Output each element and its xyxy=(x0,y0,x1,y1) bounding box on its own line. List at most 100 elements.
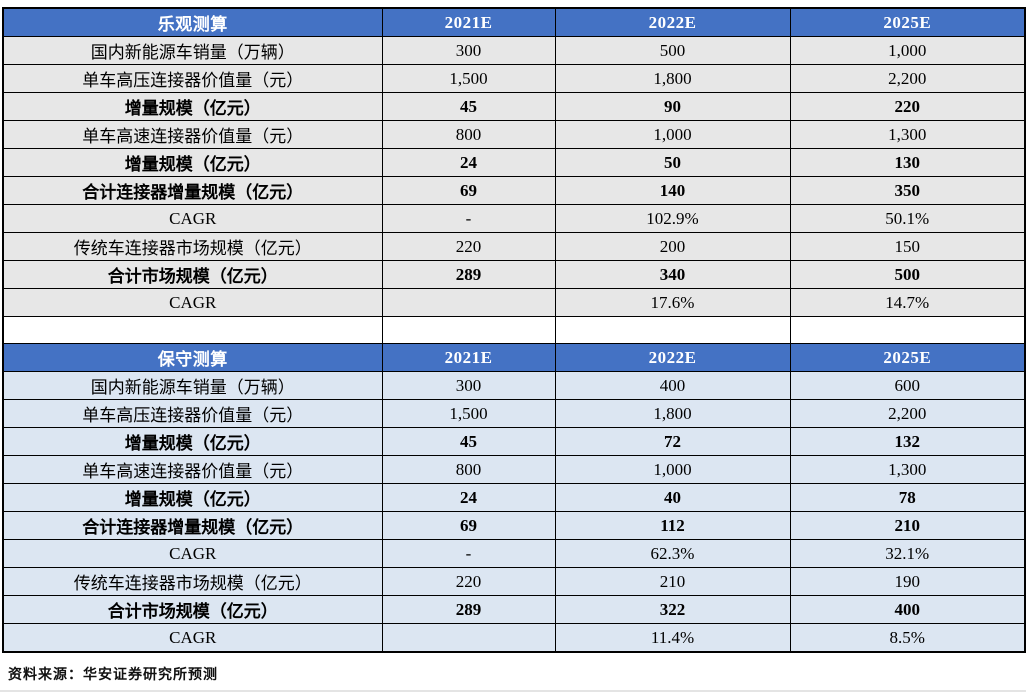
cell-value: 340 xyxy=(554,260,791,289)
row-label: 传统车连接器市场规模（亿元） xyxy=(2,232,383,261)
cell-value: - xyxy=(381,204,556,233)
table-row: 单车高压连接器价值量（元） 1,500 1,800 2,200 xyxy=(2,64,1026,93)
table-header-row: 保守测算 2021E 2022E 2025E xyxy=(2,343,1026,372)
table-row: CAGR -102.9% 50.1% xyxy=(2,204,1026,233)
row-label: 增量规模（亿元） xyxy=(2,427,383,456)
row-label: 增量规模（亿元） xyxy=(2,92,383,121)
cell-value: 1,000 xyxy=(554,455,791,484)
cell-value: 289 xyxy=(381,595,556,624)
cell-value: 72 xyxy=(554,427,791,456)
column-header: 2022E xyxy=(554,7,791,37)
cell-value: 1,300 xyxy=(789,455,1026,484)
column-header: 2021E xyxy=(381,343,556,372)
cell-value: 8.5% xyxy=(789,623,1026,653)
cell-value: 132 xyxy=(789,427,1026,456)
cell-value: 130 xyxy=(789,148,1026,177)
cell-value: 1,500 xyxy=(381,399,556,428)
cell-value: 210 xyxy=(554,567,791,596)
row-label: 单车高速连接器价值量（元） xyxy=(2,455,383,484)
table-row: 单车高压连接器价值量（元） 1,500 1,800 2,200 xyxy=(2,399,1026,428)
cell-value: 102.9% xyxy=(554,204,791,233)
row-label: 单车高压连接器价值量（元） xyxy=(2,399,383,428)
cell-value: 50 xyxy=(554,148,791,177)
cell-value: 24 xyxy=(381,483,556,512)
cell-value: 600 xyxy=(789,371,1026,400)
row-label: CAGR xyxy=(2,288,383,317)
cell-value: 220 xyxy=(789,92,1026,121)
cell-value: 1,000 xyxy=(789,36,1026,65)
column-header: 2022E xyxy=(554,343,791,372)
table-header-row: 乐观测算 2021E 2022E 2025E xyxy=(2,7,1026,37)
cell-value: 210 xyxy=(789,511,1026,540)
cell-value: 300 xyxy=(381,371,556,400)
cell-value: 500 xyxy=(554,36,791,65)
row-label: 单车高压连接器价值量（元） xyxy=(2,64,383,93)
cell-value: 2,200 xyxy=(789,64,1026,93)
cell-value: 500 xyxy=(789,260,1026,289)
cell-value: 800 xyxy=(381,120,556,149)
cell-value xyxy=(381,623,556,653)
spacer-cell xyxy=(554,316,791,344)
table-row: 合计连接器增量规模（亿元） 69 140 350 xyxy=(2,176,1026,205)
cell-value: 400 xyxy=(554,371,791,400)
cell-value: 32.1% xyxy=(789,539,1026,568)
table-row: 增量规模（亿元） 45 72 132 xyxy=(2,427,1026,456)
cell-value: 112 xyxy=(554,511,791,540)
cell-value: 350 xyxy=(789,176,1026,205)
table-row: 增量规模（亿元） 45 90 220 xyxy=(2,92,1026,121)
cell-value: 289 xyxy=(381,260,556,289)
cell-value xyxy=(381,288,556,317)
cell-value: 14.7% xyxy=(789,288,1026,317)
spacer-row xyxy=(2,316,1026,344)
row-label: 合计市场规模（亿元） xyxy=(2,260,383,289)
table-row: 合计市场规模（亿元） 289 322 400 xyxy=(2,595,1026,624)
cell-value: 2,200 xyxy=(789,399,1026,428)
cell-value: 400 xyxy=(789,595,1026,624)
spacer-cell xyxy=(2,316,383,344)
cell-value: 50.1% xyxy=(789,204,1026,233)
table-title: 保守测算 xyxy=(2,343,383,372)
table-row: CAGR -62.3% 32.1% xyxy=(2,539,1026,568)
column-header: 2025E xyxy=(789,343,1026,372)
cell-value: 78 xyxy=(789,483,1026,512)
table-row: CAGR 17.6% 14.7% xyxy=(2,288,1026,317)
table-row: 传统车连接器市场规模（亿元） 220 200 150 xyxy=(2,232,1026,261)
row-label: 国内新能源车销量（万辆） xyxy=(2,371,383,400)
cell-value: 45 xyxy=(381,427,556,456)
row-label: CAGR xyxy=(2,539,383,568)
cell-value: 40 xyxy=(554,483,791,512)
row-label: CAGR xyxy=(2,204,383,233)
cell-value: 62.3% xyxy=(554,539,791,568)
cell-value: 220 xyxy=(381,232,556,261)
row-label: 国内新能源车销量（万辆） xyxy=(2,36,383,65)
table-row: 增量规模（亿元） 24 50 130 xyxy=(2,148,1026,177)
cell-value: 1,000 xyxy=(554,120,791,149)
cell-value: 300 xyxy=(381,36,556,65)
cell-value: 800 xyxy=(381,455,556,484)
column-header: 2025E xyxy=(789,7,1026,37)
row-label: CAGR xyxy=(2,623,383,653)
spacer-cell xyxy=(381,316,556,344)
row-label: 传统车连接器市场规模（亿元） xyxy=(2,567,383,596)
cell-value: 90 xyxy=(554,92,791,121)
table-row: 国内新能源车销量（万辆） 300 400 600 xyxy=(2,371,1026,400)
cell-value: 11.4% xyxy=(554,623,791,653)
cell-value: 1,300 xyxy=(789,120,1026,149)
cell-value: 1,800 xyxy=(554,64,791,93)
table-row: 单车高速连接器价值量（元） 800 1,000 1,300 xyxy=(2,120,1026,149)
row-label: 合计连接器增量规模（亿元） xyxy=(2,511,383,540)
cell-value: 69 xyxy=(381,511,556,540)
table-row: 国内新能源车销量（万辆） 300 500 1,000 xyxy=(2,36,1026,65)
cell-value: 45 xyxy=(381,92,556,121)
row-label: 增量规模（亿元） xyxy=(2,148,383,177)
row-label: 合计市场规模（亿元） xyxy=(2,595,383,624)
table-row: 传统车连接器市场规模（亿元） 220 210 190 xyxy=(2,567,1026,596)
bottom-divider xyxy=(0,690,1026,692)
column-header: 2021E xyxy=(381,7,556,37)
cell-value: 322 xyxy=(554,595,791,624)
cell-value: 200 xyxy=(554,232,791,261)
cell-value: 220 xyxy=(381,567,556,596)
cell-value: 150 xyxy=(789,232,1026,261)
cell-value: 190 xyxy=(789,567,1026,596)
